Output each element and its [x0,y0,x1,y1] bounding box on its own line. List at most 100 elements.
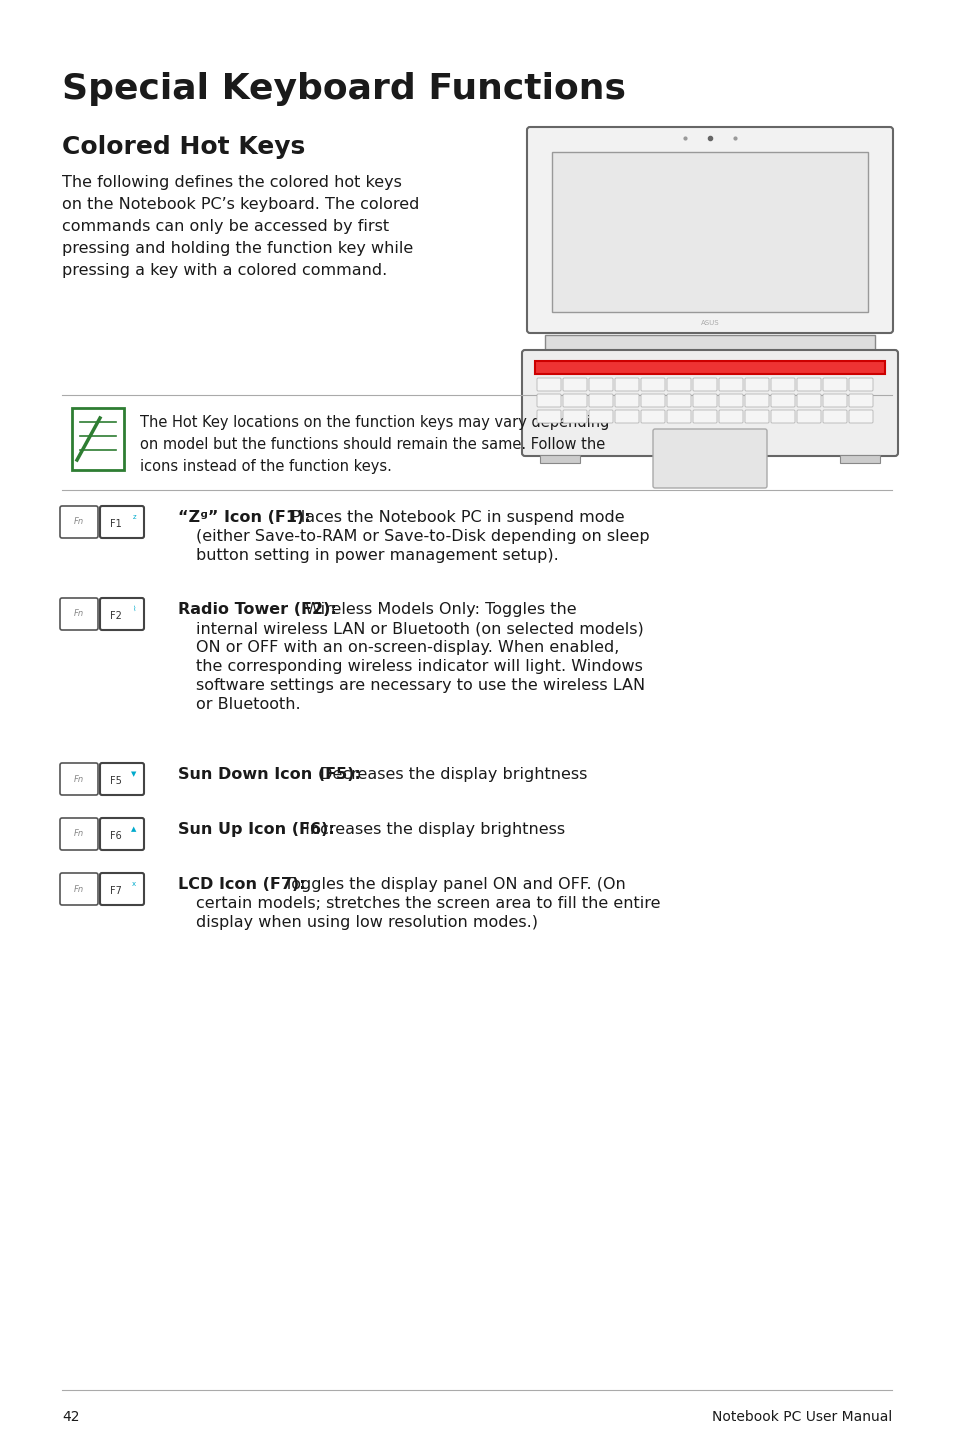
FancyBboxPatch shape [744,378,768,391]
Text: pressing and holding the function key while: pressing and holding the function key wh… [62,242,413,256]
Text: software settings are necessary to use the wireless LAN: software settings are necessary to use t… [195,677,644,693]
FancyBboxPatch shape [666,394,690,407]
FancyBboxPatch shape [100,818,144,850]
FancyBboxPatch shape [60,873,98,905]
FancyBboxPatch shape [666,378,690,391]
FancyBboxPatch shape [848,378,872,391]
Text: z: z [132,513,136,521]
Text: F1: F1 [110,519,122,529]
Bar [539,454,579,463]
FancyBboxPatch shape [692,378,717,391]
FancyBboxPatch shape [552,152,867,312]
Text: x: x [132,881,136,887]
Text: the corresponding wireless indicator will light. Windows: the corresponding wireless indicator wil… [195,659,642,674]
FancyBboxPatch shape [615,410,639,423]
Text: Increases the display brightness: Increases the display brightness [300,823,565,837]
Text: “Zᶢ” Icon (F1):: “Zᶢ” Icon (F1): [178,510,311,525]
Text: The Hot Key locations on the function keys may vary depending: The Hot Key locations on the function ke… [140,416,609,430]
FancyBboxPatch shape [60,598,98,630]
Text: Fn: Fn [74,518,84,526]
Text: F2: F2 [110,611,122,621]
FancyBboxPatch shape [796,394,821,407]
FancyBboxPatch shape [719,394,742,407]
Text: The following defines the colored hot keys: The following defines the colored hot ke… [62,175,401,190]
FancyBboxPatch shape [100,598,144,630]
Text: Special Keyboard Functions: Special Keyboard Functions [62,72,625,106]
Text: on the Notebook PC’s keyboard. The colored: on the Notebook PC’s keyboard. The color… [62,197,419,211]
Text: F6: F6 [110,831,122,841]
FancyBboxPatch shape [588,394,613,407]
FancyBboxPatch shape [692,394,717,407]
FancyBboxPatch shape [526,127,892,334]
Text: Sun Down Icon (F5):: Sun Down Icon (F5): [178,766,360,782]
Text: display when using low resolution modes.): display when using low resolution modes.… [195,915,537,930]
Bar [840,454,879,463]
FancyBboxPatch shape [562,410,586,423]
Text: Radio Tower (F2):: Radio Tower (F2): [178,603,336,617]
Text: Colored Hot Keys: Colored Hot Keys [62,135,305,160]
Text: ON or OFF with an on-screen-display. When enabled,: ON or OFF with an on-screen-display. Whe… [195,640,618,654]
FancyBboxPatch shape [652,429,766,487]
FancyBboxPatch shape [744,410,768,423]
Text: ASUS: ASUS [700,321,719,326]
FancyBboxPatch shape [100,506,144,538]
Bar [535,361,884,374]
FancyBboxPatch shape [562,394,586,407]
Bar [544,335,874,352]
Text: ⌇: ⌇ [132,605,136,613]
FancyBboxPatch shape [640,394,664,407]
Text: Fn: Fn [74,775,84,784]
Text: commands can only be accessed by first: commands can only be accessed by first [62,219,389,234]
Text: pressing a key with a colored command.: pressing a key with a colored command. [62,263,387,278]
Text: Places the Notebook PC in suspend mode: Places the Notebook PC in suspend mode [286,510,624,525]
FancyBboxPatch shape [60,506,98,538]
FancyBboxPatch shape [796,378,821,391]
FancyBboxPatch shape [822,394,846,407]
FancyBboxPatch shape [770,410,794,423]
FancyBboxPatch shape [588,410,613,423]
Text: ▲: ▲ [131,825,136,833]
FancyBboxPatch shape [521,349,897,456]
Text: Fn: Fn [74,884,84,893]
FancyBboxPatch shape [100,764,144,795]
Text: Toggles the display panel ON and OFF. (On: Toggles the display panel ON and OFF. (O… [278,877,625,892]
Text: LCD Icon (F7):: LCD Icon (F7): [178,877,305,892]
FancyBboxPatch shape [770,394,794,407]
Text: F7: F7 [110,886,122,896]
Text: internal wireless LAN or Bluetooth (on selected models): internal wireless LAN or Bluetooth (on s… [195,621,643,636]
FancyBboxPatch shape [537,410,560,423]
FancyBboxPatch shape [562,378,586,391]
FancyBboxPatch shape [822,378,846,391]
Text: (either Save-to-RAM or Save-to-Disk depending on sleep: (either Save-to-RAM or Save-to-Disk depe… [195,529,649,544]
Text: ▼: ▼ [131,771,136,777]
Text: Fn: Fn [74,610,84,618]
FancyBboxPatch shape [770,378,794,391]
Text: Wireless Models Only: Toggles the: Wireless Models Only: Toggles the [300,603,577,617]
FancyBboxPatch shape [60,764,98,795]
FancyBboxPatch shape [537,394,560,407]
FancyBboxPatch shape [796,410,821,423]
Text: 42: 42 [62,1411,79,1424]
FancyBboxPatch shape [615,378,639,391]
Text: Decreases the display brightness: Decreases the display brightness [314,766,586,782]
FancyBboxPatch shape [60,818,98,850]
Text: certain models; stretches the screen area to fill the entire: certain models; stretches the screen are… [195,896,659,912]
FancyBboxPatch shape [848,394,872,407]
FancyBboxPatch shape [692,410,717,423]
FancyBboxPatch shape [848,410,872,423]
FancyBboxPatch shape [719,410,742,423]
Text: on model but the functions should remain the same. Follow the: on model but the functions should remain… [140,437,604,452]
Text: Sun Up Icon (F6):: Sun Up Icon (F6): [178,823,335,837]
FancyBboxPatch shape [822,410,846,423]
FancyBboxPatch shape [615,394,639,407]
Text: button setting in power management setup).: button setting in power management setup… [195,548,558,564]
Text: Fn: Fn [74,830,84,838]
FancyBboxPatch shape [640,410,664,423]
FancyBboxPatch shape [744,394,768,407]
FancyBboxPatch shape [537,378,560,391]
FancyBboxPatch shape [666,410,690,423]
FancyBboxPatch shape [100,873,144,905]
FancyBboxPatch shape [719,378,742,391]
FancyBboxPatch shape [588,378,613,391]
Text: or Bluetooth.: or Bluetooth. [195,697,300,712]
